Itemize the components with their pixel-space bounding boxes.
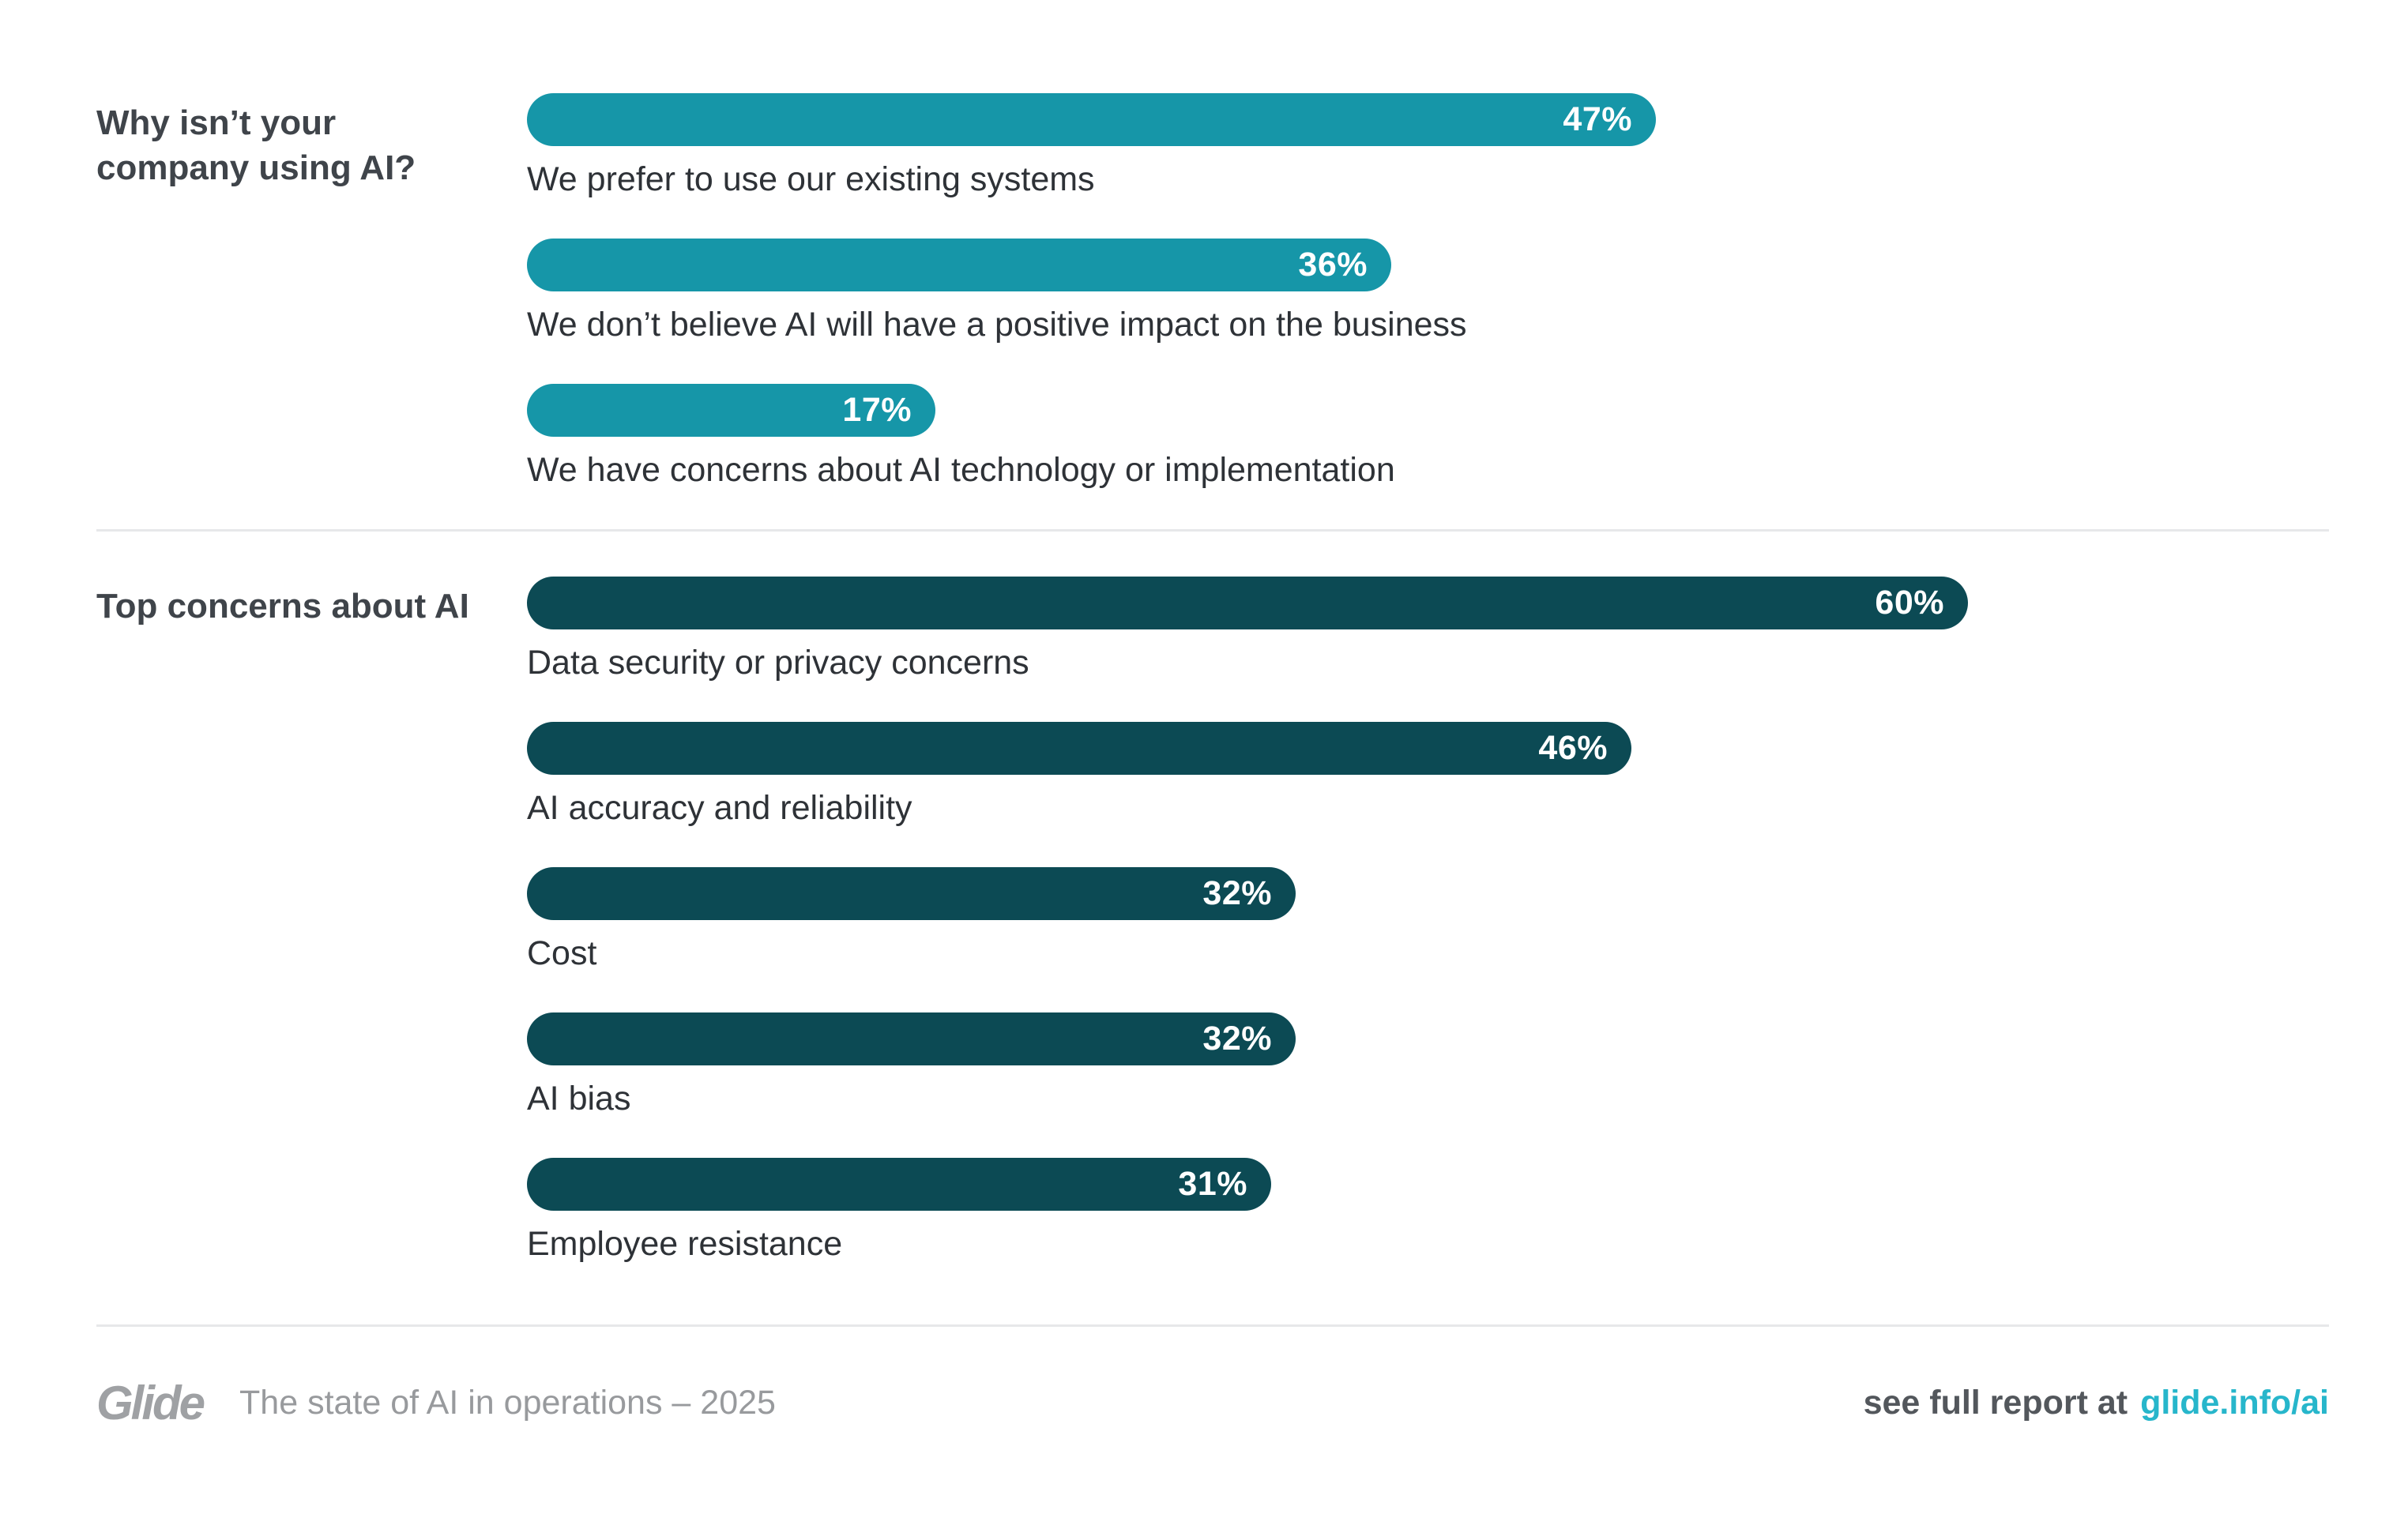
section-title-line: Top concerns about AI: [96, 587, 469, 626]
bar-value-label: 32%: [1202, 1020, 1272, 1058]
bar-group-why-not-using-ai: 47% We prefer to use our existing system…: [527, 93, 2329, 492]
bar-no-positive-impact: 36%: [527, 239, 1391, 291]
section-title-top-concerns: Top concerns about AI: [96, 577, 527, 629]
section-title-why-not-using-ai: Why isn’t your company using AI?: [96, 93, 527, 190]
bar-value-label: 32%: [1202, 874, 1272, 912]
bar-value-label: 46%: [1538, 729, 1608, 767]
bar-row-accuracy-reliability: 46% AI accuracy and reliability: [527, 722, 2329, 830]
bar-value-label: 36%: [1298, 246, 1368, 284]
section-title-line: Why isn’t your: [96, 103, 337, 142]
section-why-not-using-ai: Why isn’t your company using AI? 47% We …: [96, 0, 2329, 492]
bar-row-technology-concerns: 17% We have concerns about AI technology…: [527, 384, 2329, 492]
bar-value-label: 60%: [1875, 584, 1944, 622]
bar-category-label: Data security or privacy concerns: [527, 644, 1029, 682]
section-title-line: company using AI?: [96, 148, 416, 187]
bar-cost: 32%: [527, 867, 1296, 920]
bar-row-no-positive-impact: 36% We don’t believe AI will have a posi…: [527, 239, 2329, 347]
bar-category-label: We prefer to use our existing systems: [527, 160, 1095, 198]
bar-row-existing-systems: 47% We prefer to use our existing system…: [527, 93, 2329, 201]
bar-row-cost: 32% Cost: [527, 867, 2329, 975]
bar-value-label: 47%: [1563, 100, 1632, 138]
footer-divider: [96, 1324, 2329, 1327]
bar-category-label: AI bias: [527, 1080, 631, 1118]
bar-category-label: Cost: [527, 934, 597, 972]
bar-category-label: Employee resistance: [527, 1225, 843, 1263]
bar-category-label: AI accuracy and reliability: [527, 789, 912, 827]
bar-value-label: 17%: [842, 391, 912, 429]
bar-accuracy-reliability: 46%: [527, 722, 1631, 775]
report-prefix-text: see full report at: [1863, 1384, 2128, 1422]
bar-value-label: 31%: [1178, 1165, 1247, 1203]
bar-employee-resistance: 31%: [527, 1158, 1271, 1211]
bar-row-employee-resistance: 31% Employee resistance: [527, 1158, 2329, 1266]
bar-row-ai-bias: 32% AI bias: [527, 1012, 2329, 1121]
bar-data-security: 60%: [527, 577, 1968, 629]
section-divider: [96, 529, 2329, 532]
report-tagline: The state of AI in operations – 2025: [239, 1384, 776, 1422]
bar-row-data-security: 60% Data security or privacy concerns: [527, 577, 2329, 685]
bar-category-label: We don’t believe AI will have a positive…: [527, 306, 1467, 344]
bar-category-label: We have concerns about AI technology or …: [527, 451, 1395, 489]
footer: Glide The state of AI in operations – 20…: [96, 1327, 2329, 1430]
section-top-concerns: Top concerns about AI 60% Data security …: [96, 532, 2329, 1266]
glide-logo: Glide: [96, 1377, 205, 1429]
footer-left: Glide The state of AI in operations – 20…: [96, 1376, 776, 1430]
bar-group-top-concerns: 60% Data security or privacy concerns 46…: [527, 577, 2329, 1266]
report-link[interactable]: glide.info/ai: [2140, 1384, 2329, 1422]
footer-right: see full report at glide.info/ai: [1864, 1384, 2329, 1422]
bar-existing-systems: 47%: [527, 93, 1656, 146]
bar-ai-bias: 32%: [527, 1012, 1296, 1065]
bar-technology-concerns: 17%: [527, 384, 935, 437]
